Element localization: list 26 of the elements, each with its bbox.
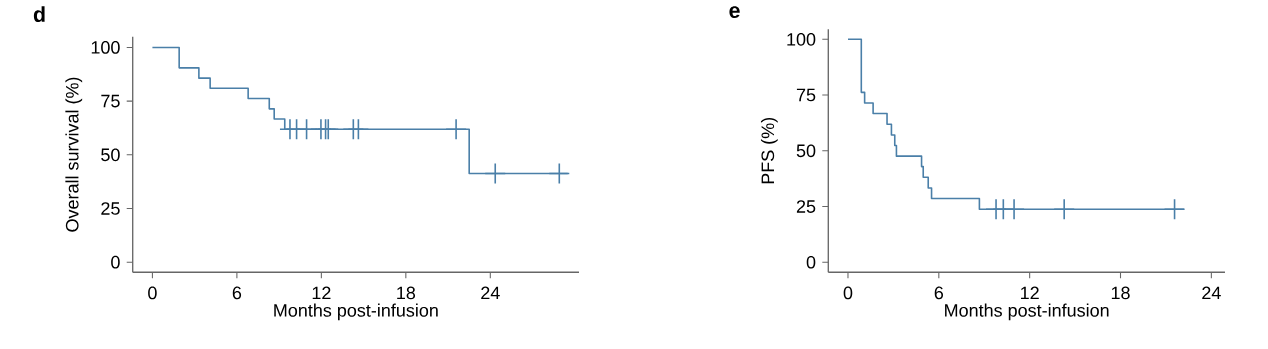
x-axis-title: Months post-infusion [274,303,438,321]
x-tick-label: 6 [232,286,242,300]
chart-title: e [729,6,740,18]
x-tick-label: 24 [1202,286,1221,300]
x-tick-label: 0 [148,286,157,300]
y-tick-label: 25 [101,202,120,215]
x-tick-label: 24 [481,286,500,300]
y-tick-label: 100 [787,32,816,46]
y-tick-label: 50 [101,148,120,162]
x-tick-label: 6 [934,286,944,300]
x-tick-label: 18 [1111,286,1130,300]
chart-title: d [33,6,45,22]
y-tick-label: 50 [796,144,816,158]
y-tick-label: 0 [806,255,816,269]
y-tick-label: 75 [796,88,816,102]
y-tick-label: 75 [101,94,120,108]
y-axis-title: PFS (%) [760,117,778,184]
x-axis-title: Months post-infusion [945,303,1109,321]
y-tick-label: 25 [796,200,816,213]
x-tick-label: 18 [397,286,416,300]
y-axis-title: Overall survival (%) [65,77,83,232]
x-tick-label: 12 [312,286,331,300]
y-tick-label: 100 [91,41,120,54]
x-tick-label: 12 [1021,286,1039,300]
y-tick-label: 0 [111,255,120,269]
x-tick-label: 0 [843,286,853,300]
